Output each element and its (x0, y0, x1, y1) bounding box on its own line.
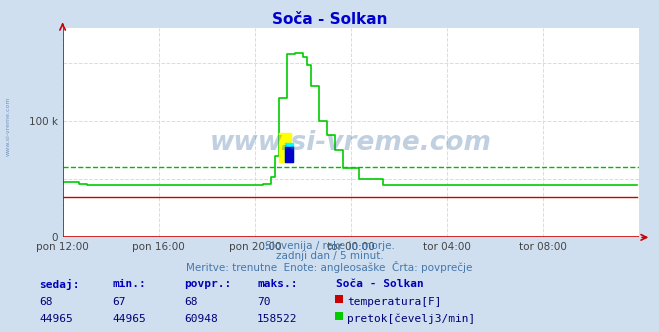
Text: 70: 70 (257, 297, 270, 307)
Text: 68: 68 (40, 297, 53, 307)
Bar (279, 133, 291, 162)
Text: 158522: 158522 (257, 314, 297, 324)
Text: www.si-vreme.com: www.si-vreme.com (6, 96, 11, 156)
Text: Soča - Solkan: Soča - Solkan (272, 12, 387, 27)
Text: 68: 68 (185, 297, 198, 307)
Text: Meritve: trenutne  Enote: angleosaške  Črta: povprečje: Meritve: trenutne Enote: angleosaške Črt… (186, 261, 473, 273)
Text: Soča - Solkan: Soča - Solkan (336, 279, 424, 289)
Text: 44965: 44965 (40, 314, 73, 324)
Text: www.si-vreme.com: www.si-vreme.com (210, 130, 492, 156)
Text: maks.:: maks.: (257, 279, 297, 289)
Text: 67: 67 (112, 297, 125, 307)
Text: 44965: 44965 (112, 314, 146, 324)
Text: povpr.:: povpr.: (185, 279, 232, 289)
Text: 60948: 60948 (185, 314, 218, 324)
Bar (285, 143, 293, 162)
Text: pretok[čevelj3/min]: pretok[čevelj3/min] (347, 314, 476, 324)
Bar (285, 147, 293, 162)
Text: Slovenija / reke in morje.: Slovenija / reke in morje. (264, 241, 395, 251)
Text: zadnji dan / 5 minut.: zadnji dan / 5 minut. (275, 251, 384, 261)
Text: min.:: min.: (112, 279, 146, 289)
Text: temperatura[F]: temperatura[F] (347, 297, 442, 307)
Text: sedaj:: sedaj: (40, 279, 80, 290)
